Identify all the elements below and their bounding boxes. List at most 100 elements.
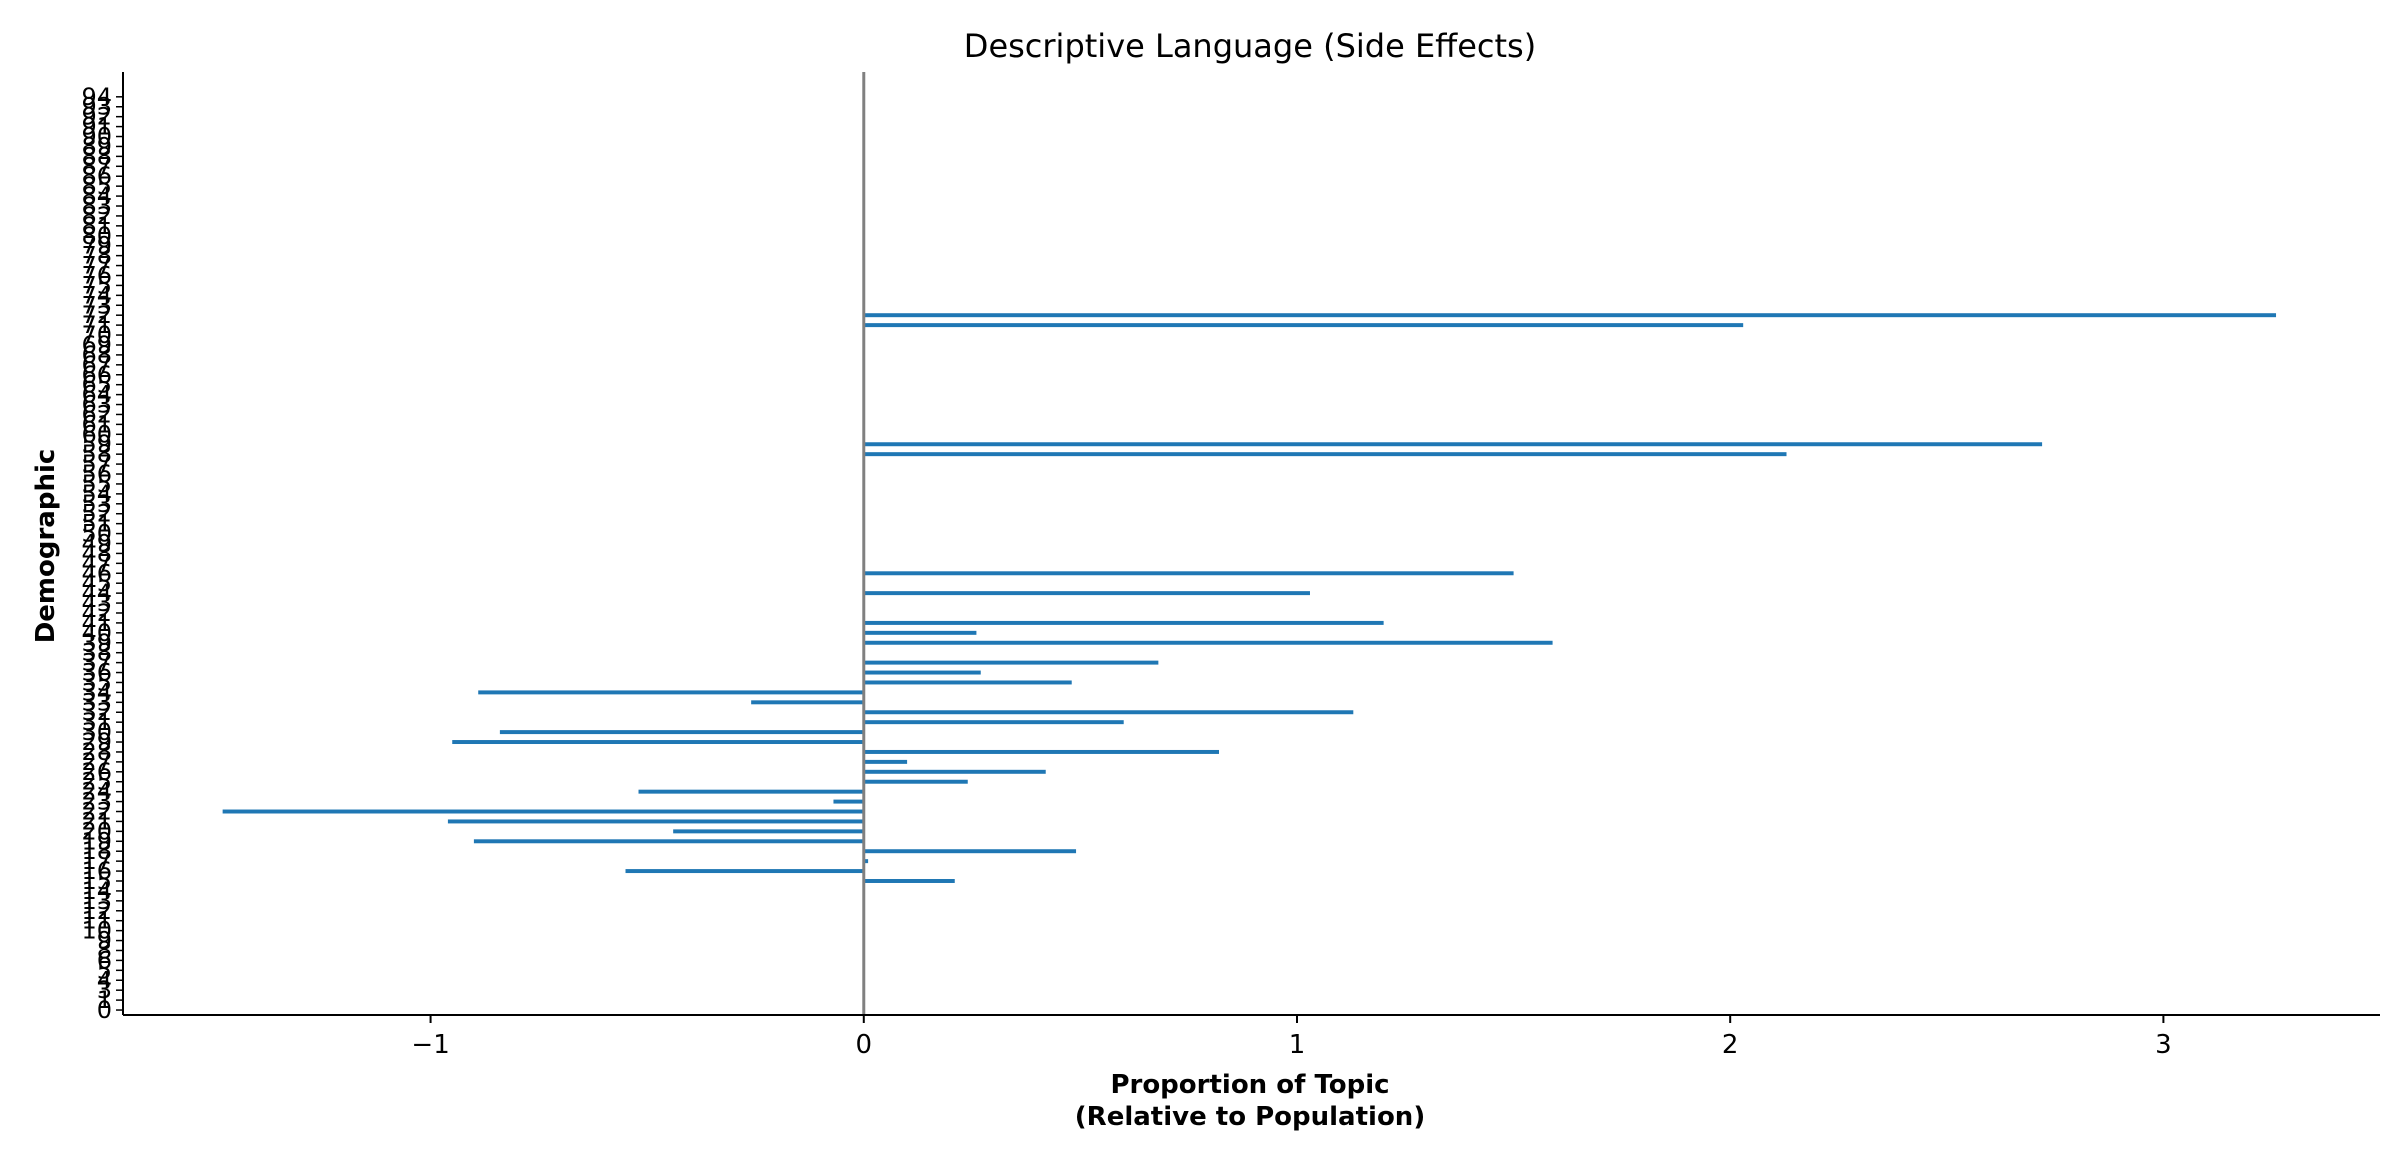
y-tick-label: 63 [81, 391, 112, 419]
y-tick-label: 90 [81, 123, 112, 151]
y-tick-label: 26 [81, 758, 112, 786]
y-tick-label: 72 [81, 301, 112, 329]
y-tick-label: 74 [81, 281, 112, 309]
y-tick-label: 10 [81, 917, 112, 945]
bar-39 [863, 620, 1384, 625]
y-tick-label: 38 [81, 639, 112, 667]
y-tick-label: 29 [81, 728, 112, 756]
y-tick-label: 5 [97, 956, 112, 984]
bar-29 [863, 720, 1124, 725]
x-axis-label-line-1: Proportion of Topic [1110, 1070, 1389, 1100]
y-tick-label: 17 [81, 847, 112, 875]
bar-70 [863, 313, 2277, 318]
y-tick-label: 9 [97, 927, 112, 955]
y-tick-label: 21 [81, 807, 112, 835]
y-tick-label: 1 [97, 986, 112, 1014]
y-tick-label: 52 [81, 500, 112, 528]
bar-32 [478, 690, 864, 695]
bar-17 [473, 839, 864, 844]
y-tick-label: 61 [81, 410, 112, 438]
bar-20 [222, 809, 864, 814]
y-tick-label: 85 [81, 172, 112, 200]
y-tick-label: 68 [81, 341, 112, 369]
y-tick-label: 76 [81, 261, 112, 289]
bar-27 [452, 740, 864, 745]
bar-56 [863, 452, 1787, 457]
y-tick-label: 70 [81, 321, 112, 349]
y-tick-label: 28 [81, 738, 112, 766]
y-tick-label: 4 [97, 966, 112, 994]
bar-28 [499, 730, 864, 735]
bar-57 [863, 442, 2043, 447]
y-tick-label: 80 [81, 222, 112, 250]
y-tick-label: 41 [81, 609, 112, 637]
y-tick-label: 57 [81, 450, 112, 478]
y-tick-label: 87 [81, 152, 112, 180]
y-tick-label: 78 [81, 242, 112, 270]
y-tick-label: 89 [81, 132, 112, 160]
y-tick-label: 39 [81, 629, 112, 657]
y-tick-label: 83 [81, 192, 112, 220]
y-tick-label: 25 [81, 768, 112, 796]
bar-38 [863, 630, 977, 635]
y-tick-label: 14 [81, 877, 112, 905]
y-tick-label: 81 [81, 212, 112, 240]
y-tick-label: 75 [81, 271, 112, 299]
y-tick-label: 62 [81, 400, 112, 428]
x-tick-label: 2 [1722, 1030, 1739, 1060]
bar-33 [863, 680, 1072, 685]
y-tick-label: 27 [81, 748, 112, 776]
y-tick-label: 30 [81, 718, 112, 746]
bar-42 [863, 591, 1310, 596]
y-tick-label: 86 [81, 162, 112, 190]
y-tick-label: 18 [81, 837, 112, 865]
x-tick-label: 3 [2155, 1030, 2172, 1060]
y-tick-label: 65 [81, 371, 112, 399]
bar-35 [863, 660, 1159, 665]
y-tick-label: 69 [81, 331, 112, 359]
bar-25 [863, 759, 908, 764]
bar-19 [447, 819, 864, 824]
y-tick-label: 34 [81, 678, 112, 706]
bar-23 [863, 779, 968, 784]
chart-title: Descriptive Language (Side Effects) [964, 27, 1536, 65]
y-tick-label: 66 [81, 361, 112, 389]
y-tick-label: 24 [81, 778, 112, 806]
x-axis-label-line-2: (Relative to Population) [1075, 1102, 1425, 1132]
y-tick-label: 79 [81, 232, 112, 260]
y-tick-label: 6 [97, 946, 112, 974]
y-tick-label: 47 [81, 549, 112, 577]
y-tick-label: 59 [81, 430, 112, 458]
y-tick-label: 48 [81, 539, 112, 567]
y-tick-label: 92 [81, 103, 112, 131]
bar-24 [863, 769, 1046, 774]
y-tick-label: 40 [81, 619, 112, 647]
y-tick-label: 77 [81, 252, 112, 280]
y-tick-label: 91 [81, 113, 112, 141]
x-axis-ticks: −1 0 1 2 3 [411, 1015, 2172, 1060]
y-tick-label: 60 [81, 420, 112, 448]
y-tick-label: 55 [81, 470, 112, 498]
bar-30 [863, 710, 1354, 715]
x-tick-label: 0 [856, 1030, 873, 1060]
y-tick-label: 13 [81, 887, 112, 915]
y-tick-label: 58 [81, 440, 112, 468]
x-tick-label: 1 [1289, 1030, 1306, 1060]
y-tick-label: 94 [81, 83, 112, 111]
x-tick-label: −1 [411, 1030, 449, 1060]
bar-69 [863, 323, 1744, 328]
y-tick-label: 16 [81, 857, 112, 885]
y-tick-label: 3 [97, 976, 112, 1004]
y-tick-label: 23 [81, 788, 112, 816]
bars-group [222, 313, 2277, 883]
y-tick-label: 93 [81, 93, 112, 121]
y-axis-ticks: 0134568910111213141516171819202122232425… [81, 83, 123, 1024]
bar-15 [863, 859, 869, 864]
y-tick-label: 84 [81, 182, 112, 210]
y-tick-label: 37 [81, 649, 112, 677]
y-tick-label: 73 [81, 291, 112, 319]
bar-16 [863, 849, 1077, 854]
y-tick-label: 20 [81, 817, 112, 845]
y-tick-label: 33 [81, 688, 112, 716]
